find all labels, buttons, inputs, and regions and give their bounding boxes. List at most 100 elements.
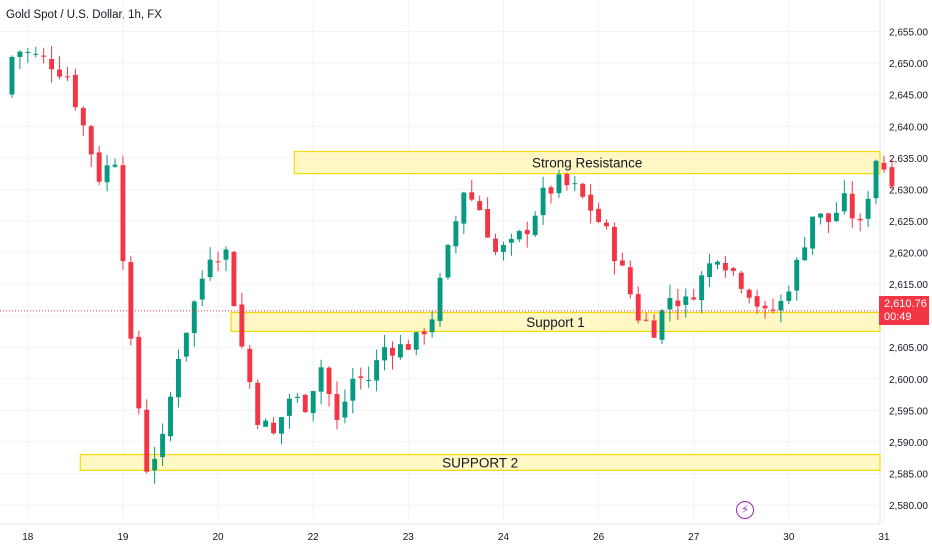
- candle-body: [128, 261, 134, 339]
- candle-body: [762, 305, 768, 309]
- zone-label: Support 1: [526, 315, 585, 330]
- y-tick-label: 2,605.00: [889, 343, 928, 354]
- candle-body: [651, 320, 657, 338]
- x-tick-label: 31: [878, 532, 890, 543]
- candle-body: [516, 231, 522, 240]
- current-price-badge: 2,610.76 00:49: [879, 296, 929, 325]
- candle-body: [572, 183, 578, 185]
- candle-body: [794, 259, 800, 291]
- candle-body: [556, 174, 562, 194]
- candle-body: [540, 187, 546, 216]
- candle-body: [873, 160, 879, 199]
- candle-body: [247, 348, 253, 383]
- candle-body: [833, 212, 839, 222]
- zone-label: SUPPORT 2: [442, 455, 518, 470]
- candle-body: [810, 216, 816, 249]
- candle-body: [500, 244, 506, 252]
- candle-body: [231, 251, 237, 307]
- current-price-value: 2,610.76: [884, 298, 927, 310]
- candle-body: [699, 275, 705, 301]
- candle-body: [183, 332, 189, 357]
- candle-body: [9, 57, 15, 95]
- candle-body: [152, 458, 158, 471]
- candle-body: [342, 401, 348, 418]
- candle-body: [366, 379, 372, 381]
- candle-body: [849, 193, 855, 219]
- candle-body: [271, 422, 277, 434]
- x-tick-label: 22: [308, 532, 320, 543]
- candle-body: [57, 69, 62, 77]
- candle-body: [889, 167, 895, 187]
- candle-body: [49, 58, 55, 70]
- y-tick-label: 2,655.00: [889, 28, 928, 39]
- candle-body: [33, 53, 39, 55]
- candle-body: [508, 238, 514, 243]
- candle-body: [770, 309, 776, 311]
- x-tick-label: 30: [783, 532, 795, 543]
- candle-body: [397, 344, 403, 358]
- y-tick-label: 2,640.00: [889, 122, 928, 133]
- candle-body: [168, 396, 173, 437]
- candle-body: [350, 378, 356, 401]
- candle-body: [104, 165, 110, 183]
- candle-body: [334, 394, 340, 420]
- lightning-bolt-icon[interactable]: ⚡: [736, 501, 754, 519]
- candle-body: [881, 162, 887, 170]
- candle-body: [818, 213, 824, 218]
- candle-body: [429, 319, 435, 333]
- candle-body: [191, 301, 197, 334]
- zone-box: [293, 150, 881, 175]
- candle-body: [485, 208, 491, 238]
- y-tick-label: 2,635.00: [889, 154, 928, 165]
- candle-body: [41, 55, 47, 57]
- x-tick-label: 23: [403, 532, 415, 543]
- y-tick-label: 2,650.00: [889, 59, 928, 70]
- candle-body: [279, 417, 284, 434]
- y-tick-label: 2,630.00: [889, 185, 928, 196]
- candle-body: [738, 272, 744, 289]
- candle-body: [469, 192, 475, 200]
- candle-body: [532, 215, 538, 235]
- candle-body: [326, 367, 332, 395]
- candle-body: [72, 74, 78, 108]
- candle-body: [627, 267, 633, 295]
- candle-body: [548, 187, 554, 194]
- candle-body: [524, 229, 530, 235]
- candle-body: [778, 300, 784, 311]
- x-tick-label: 27: [688, 532, 700, 543]
- zone-label: Strong Resistance: [532, 156, 642, 171]
- candle-body: [160, 433, 166, 458]
- candle-body: [667, 298, 673, 310]
- candle-body: [144, 409, 150, 472]
- candle-body: [453, 221, 459, 247]
- candle-body: [17, 51, 23, 57]
- candle-body: [675, 300, 681, 307]
- y-tick-label: 2,625.00: [889, 217, 928, 228]
- candle-body: [96, 152, 102, 182]
- candle-body: [683, 296, 689, 305]
- candle-body: [80, 108, 86, 126]
- y-tick-label: 2,615.00: [889, 280, 928, 291]
- candle-body: [382, 347, 388, 361]
- candle-body: [722, 262, 728, 271]
- candle-body: [730, 268, 736, 271]
- candle-body: [715, 261, 720, 265]
- candle-body: [841, 193, 847, 212]
- candle-body: [445, 245, 451, 278]
- candle-body: [865, 198, 871, 219]
- candle-body: [596, 208, 602, 222]
- y-tick-label: 2,595.00: [889, 406, 928, 417]
- candle-body: [746, 289, 752, 298]
- candle-body: [390, 347, 395, 356]
- candle-body: [826, 213, 831, 223]
- candle-body: [215, 261, 221, 263]
- y-axis-panel: [880, 0, 932, 550]
- candle-body: [88, 126, 94, 155]
- candle-body: [374, 360, 380, 381]
- candle-body: [199, 278, 205, 300]
- candle-body: [318, 367, 324, 392]
- candle-body: [604, 222, 609, 227]
- candle-body: [707, 263, 713, 278]
- x-tick-label: 19: [117, 532, 129, 543]
